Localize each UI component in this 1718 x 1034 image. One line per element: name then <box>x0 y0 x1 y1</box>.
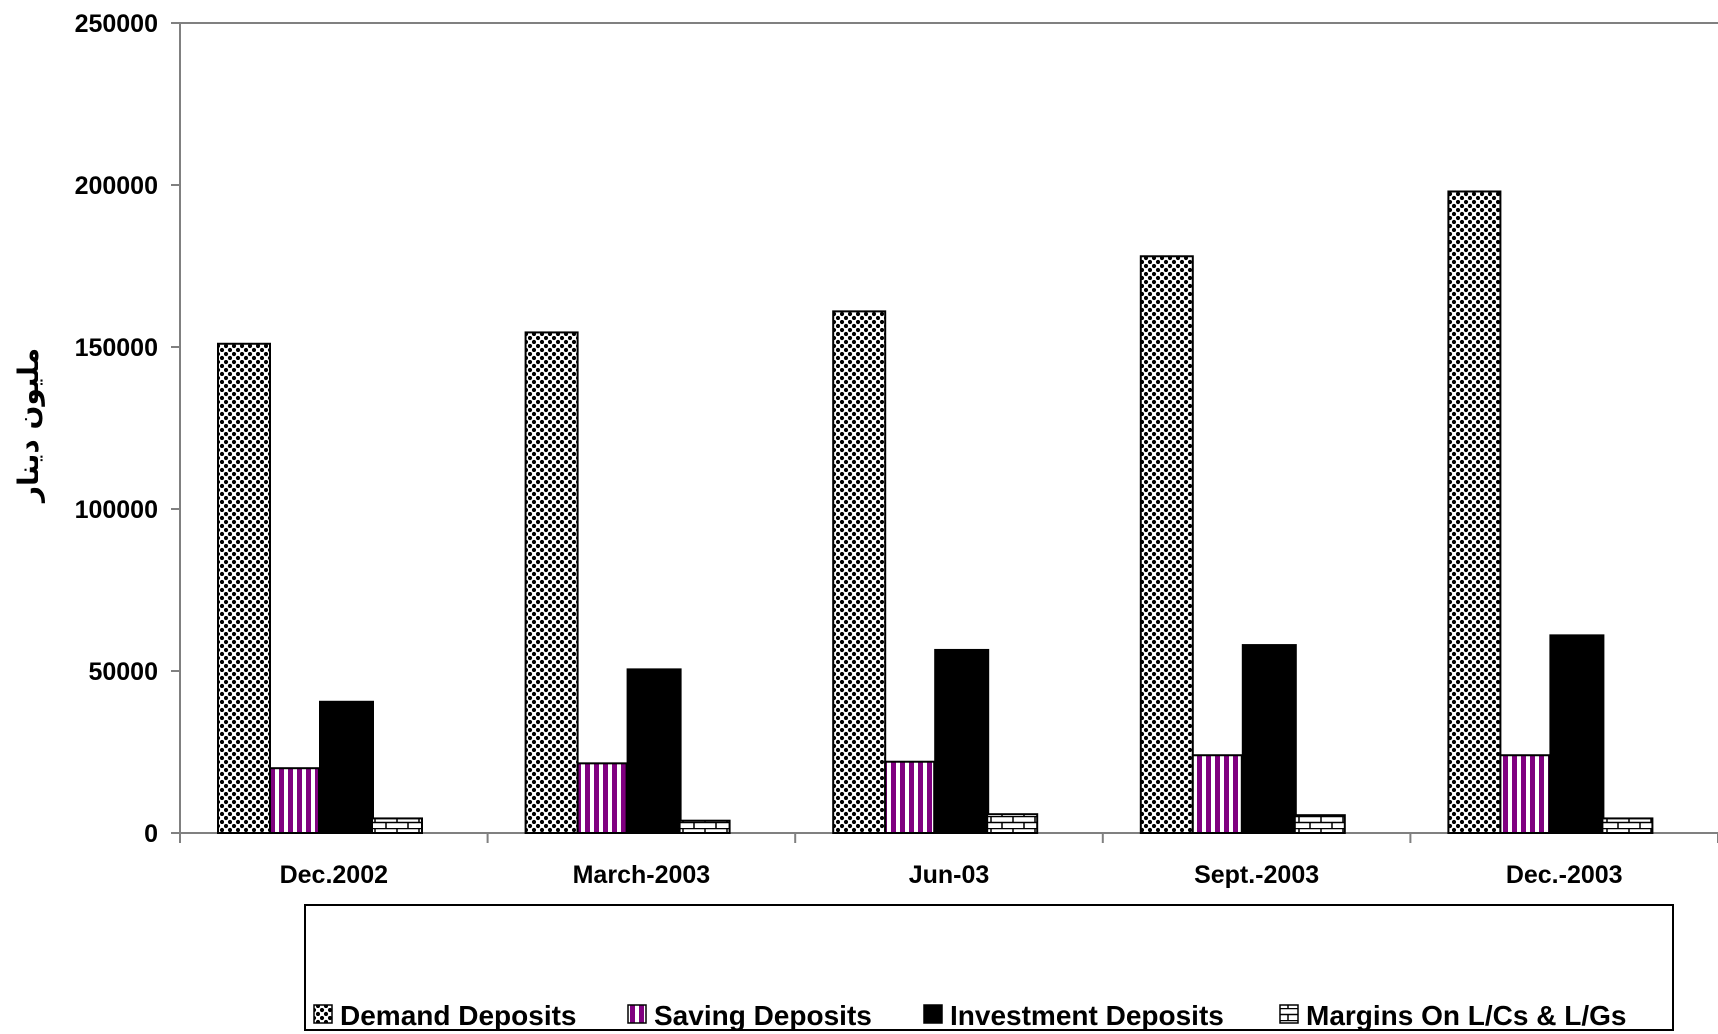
y-tick-label: 0 <box>144 820 158 848</box>
y-tick-label: 50000 <box>88 658 158 686</box>
bar <box>371 817 423 834</box>
x-tick-label: Dec.-2003 <box>1506 861 1623 889</box>
x-tick-label: Dec.2002 <box>280 861 388 889</box>
x-tick-label: Jun-03 <box>909 861 990 889</box>
bar <box>1191 754 1243 834</box>
legend-label: Margins On L/Cs & L/Gs <box>1306 1000 1626 1031</box>
bar <box>1241 644 1297 835</box>
bar <box>832 310 887 834</box>
bar <box>319 700 374 835</box>
bar <box>576 762 628 835</box>
bar <box>626 668 682 834</box>
bar <box>1139 255 1194 834</box>
legend-swatch <box>313 1004 333 1024</box>
y-tick-label: 100000 <box>75 496 158 524</box>
y-axis-ticks: 0 50000 100000 150000 200000 250000 <box>75 10 180 848</box>
bar <box>524 331 579 834</box>
legend-box <box>304 904 1674 1031</box>
x-axis-ticks: Dec.2002 March-2003 Jun-03 Sept.-2003 Dec.-2… <box>179 833 1718 889</box>
legend: Demand Deposits Saving Deposits Investment… <box>304 904 1674 1031</box>
bar <box>1549 634 1605 834</box>
legend-swatch <box>1279 1004 1299 1024</box>
legend-items: Demand Deposits Saving Deposits Investment… <box>313 1000 1626 1031</box>
legend-label: Investment Deposits <box>950 1000 1224 1031</box>
x-tick-label: March-2003 <box>573 861 711 889</box>
x-tick-label: Sept.-2003 <box>1194 861 1319 889</box>
bar <box>1447 190 1502 835</box>
bar <box>1499 754 1551 834</box>
legend-swatch <box>627 1004 647 1024</box>
bar <box>678 819 731 834</box>
bar <box>934 648 990 834</box>
y-axis-title: مليون دينار <box>12 348 45 504</box>
bars-group <box>217 190 1654 835</box>
legend-swatch <box>923 1004 943 1024</box>
bar <box>217 342 271 834</box>
legend-label: Saving Deposits <box>654 1000 872 1031</box>
bar <box>884 760 936 834</box>
y-tick-label: 200000 <box>75 172 158 200</box>
y-tick-label: 150000 <box>75 334 158 362</box>
bar <box>986 813 1039 835</box>
legend-label: Demand Deposits <box>340 1000 577 1031</box>
bar <box>1293 814 1346 834</box>
y-tick-label: 250000 <box>75 10 158 38</box>
bar <box>269 767 320 835</box>
bar <box>1601 817 1654 834</box>
